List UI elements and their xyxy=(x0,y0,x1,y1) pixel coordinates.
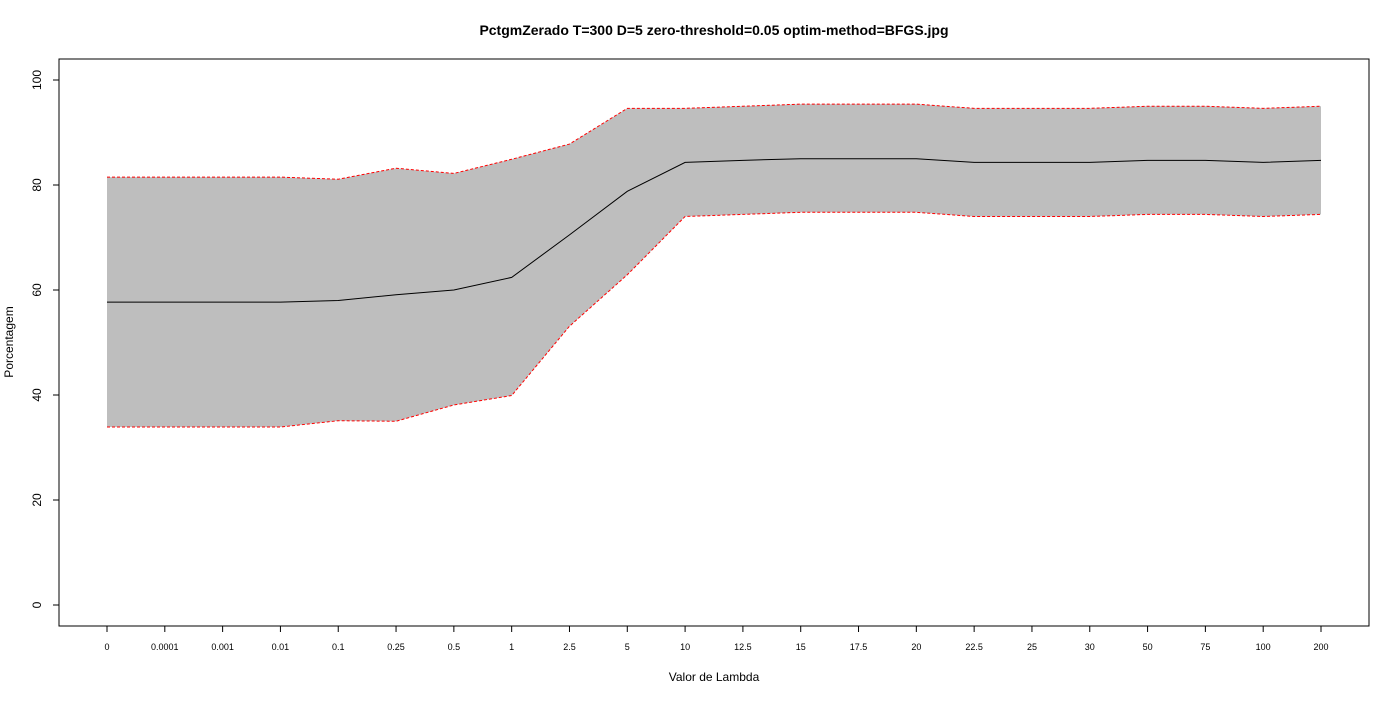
x-axis: 0 0.0001 0.001 0.01 0.1 0.25 0.5 1 2.5 5 10 12.5 15 1… xyxy=(104,625,1329,652)
x-tick-label: 0.001 xyxy=(211,642,234,652)
x-tick-label: 20 xyxy=(911,642,921,652)
x-tick-label: 0.0001 xyxy=(151,642,179,652)
x-tick-label: 17.5 xyxy=(850,642,868,652)
x-tick-label: 12.5 xyxy=(734,642,752,652)
y-axis-label: Porcentagem xyxy=(2,306,16,377)
x-tick-label: 100 xyxy=(1256,642,1271,652)
x-tick-label: 200 xyxy=(1313,642,1328,652)
y-axis: 0 20 40 60 80 100 xyxy=(30,70,60,608)
y-tick-label: 40 xyxy=(30,388,44,402)
mean-line xyxy=(107,158,1322,303)
x-tick-label: 0.1 xyxy=(332,642,345,652)
x-tick-label: 0.25 xyxy=(387,642,405,652)
y-tick-label: 20 xyxy=(30,493,44,507)
x-tick-label: 15 xyxy=(796,642,806,652)
y-tick-label: 0 xyxy=(30,601,44,608)
x-tick-label: 5 xyxy=(625,642,630,652)
x-tick-label: 10 xyxy=(680,642,690,652)
x-tick-label: 22.5 xyxy=(965,642,983,652)
x-axis-label: Valor de Lambda xyxy=(669,670,760,684)
x-tick-label: 0 xyxy=(104,642,109,652)
x-tick-label: 1 xyxy=(509,642,514,652)
y-tick-label: 80 xyxy=(30,178,44,192)
y-tick-label: 60 xyxy=(30,283,44,297)
y-tick-label: 100 xyxy=(30,70,44,90)
x-tick-label: 2.5 xyxy=(563,642,576,652)
band-layer xyxy=(107,103,1322,428)
upper-bound-line xyxy=(107,103,1322,180)
x-tick-label: 25 xyxy=(1027,642,1037,652)
confidence-band xyxy=(107,104,1321,428)
x-tick-label: 0.01 xyxy=(272,642,290,652)
x-tick-label: 0.5 xyxy=(448,642,461,652)
x-tick-label: 30 xyxy=(1085,642,1095,652)
chart-title: PctgmZerado T=300 D=5 zero-threshold=0.0… xyxy=(479,22,948,38)
x-tick-label: 50 xyxy=(1143,642,1153,652)
lower-bound-line xyxy=(107,211,1322,428)
x-tick-label: 75 xyxy=(1200,642,1210,652)
